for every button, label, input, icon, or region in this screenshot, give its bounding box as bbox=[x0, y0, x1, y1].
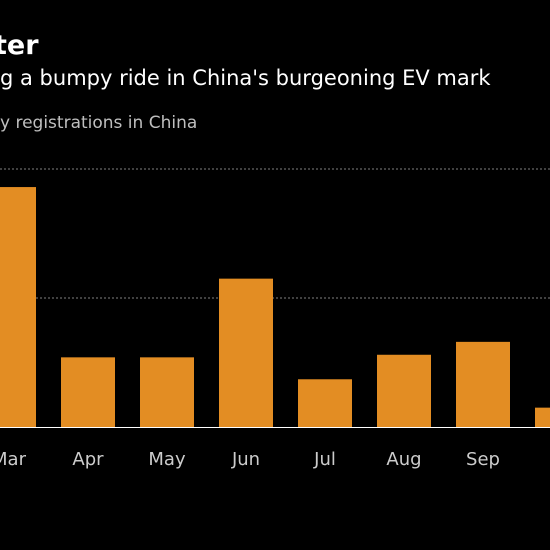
bar-may bbox=[140, 357, 194, 427]
x-tick-label-mar: Mar bbox=[0, 449, 27, 470]
chart-subtitle: g a bumpy ride in China's burgeoning EV … bbox=[0, 66, 491, 90]
bar-jul bbox=[298, 379, 352, 427]
x-tick-label-may: May bbox=[148, 449, 186, 470]
y-axis-label: y registrations in China bbox=[0, 113, 198, 133]
bar-aug bbox=[377, 354, 431, 427]
bar-mar bbox=[0, 187, 36, 427]
x-tick-label-jul: Jul bbox=[313, 449, 336, 470]
x-tick-label-jun: Jun bbox=[231, 449, 260, 470]
bar-jun bbox=[219, 278, 273, 427]
chart-title: ter bbox=[0, 30, 39, 61]
x-tick-label-aug: Aug bbox=[386, 449, 421, 470]
x-tick-label-sep: Sep bbox=[466, 449, 500, 470]
x-tick-label-apr: Apr bbox=[72, 449, 104, 470]
bar-apr bbox=[61, 357, 115, 427]
bar-sep bbox=[456, 341, 510, 427]
bar-o bbox=[535, 407, 550, 427]
